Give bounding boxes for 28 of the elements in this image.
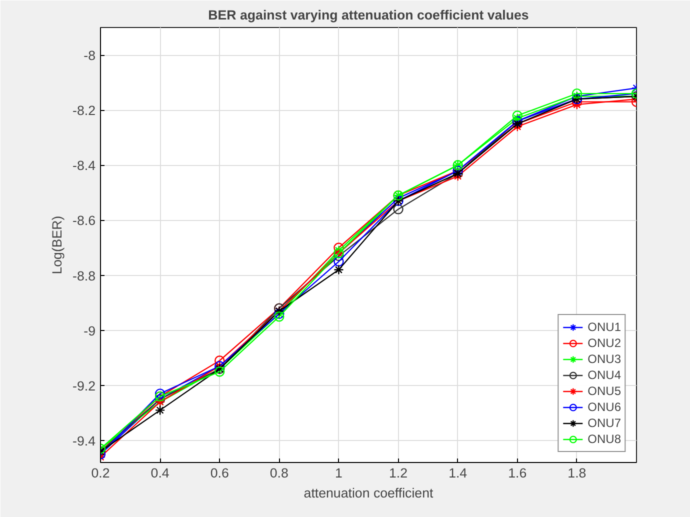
legend-label: ONU4 <box>588 367 621 383</box>
y-tick-label: -9 <box>84 323 96 338</box>
legend-label: ONU2 <box>588 335 621 351</box>
x-tick-label: 1.2 <box>389 466 408 480</box>
y-axis-title: Log(BER) <box>50 216 65 274</box>
y-tick-label: -8.4 <box>72 158 96 174</box>
y-tick-label: -8 <box>84 48 96 64</box>
x-tick-label: 0.2 <box>91 466 110 480</box>
chart-title: BER against varying attenuation coefficient values <box>208 8 529 22</box>
y-tick-label: -8.8 <box>72 268 96 284</box>
x-tick-label: 1 <box>335 466 342 480</box>
x-tick-label: 0.4 <box>150 466 170 480</box>
x-tick-label: 0.6 <box>210 466 229 480</box>
legend-label: ONU6 <box>588 399 621 415</box>
y-tick-label: -9.4 <box>72 433 96 448</box>
x-tick-label: 1.6 <box>508 466 527 480</box>
legend-label: ONU7 <box>588 415 621 431</box>
legend-label: ONU5 <box>588 383 621 399</box>
y-tick-label: -8.6 <box>72 213 96 228</box>
x-tick-label: 1.4 <box>448 466 468 480</box>
x-tick-label: 0.8 <box>270 466 288 480</box>
legend-label: ONU8 <box>588 431 621 447</box>
y-tick-label: -9.2 <box>72 378 96 394</box>
legend-label: ONU3 <box>588 351 621 367</box>
x-tick-label: 1.8 <box>568 466 586 480</box>
x-axis-title: attenuation coefficient <box>304 486 434 500</box>
y-tick-label: -8.2 <box>72 103 96 118</box>
legend-label: ONU1 <box>588 319 621 335</box>
